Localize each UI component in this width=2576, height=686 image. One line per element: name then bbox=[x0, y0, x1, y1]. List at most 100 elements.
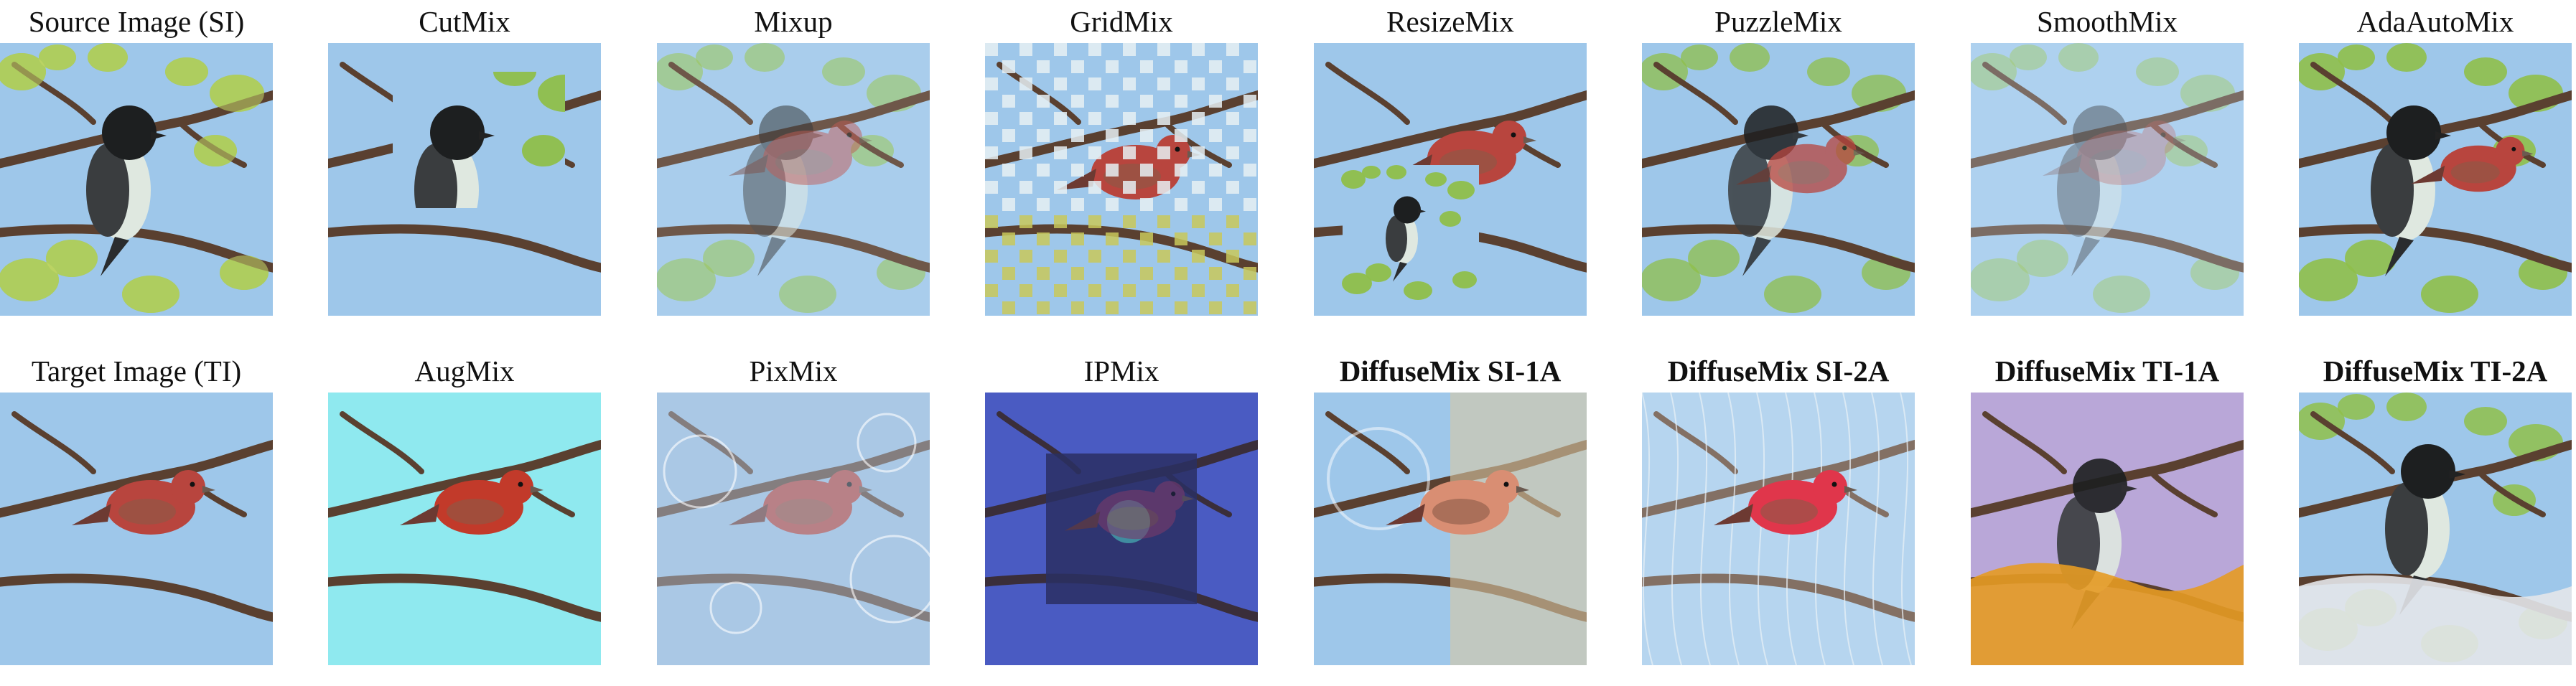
branch-shape bbox=[11, 411, 96, 474]
branch-shape bbox=[328, 573, 601, 622]
figure-cell-diffuse-ti1a: DiffuseMix TI-1A bbox=[1971, 349, 2244, 686]
red-finch-shape bbox=[2411, 136, 2534, 192]
thumbnail-image bbox=[657, 43, 930, 316]
figure-thumbnail-ipmix bbox=[985, 393, 1258, 665]
leaf-shape bbox=[122, 276, 179, 313]
leaf-shape bbox=[657, 258, 716, 301]
branch-shape bbox=[1971, 90, 2244, 169]
leaf-shape bbox=[2386, 43, 2427, 72]
thumbnail-image bbox=[985, 393, 1258, 665]
leaf-shape bbox=[522, 135, 565, 166]
leaf-shape bbox=[1688, 240, 1740, 277]
figure-caption: AdaAutoMix bbox=[2356, 5, 2514, 38]
figure-thumbnail-diffuse-ti2a bbox=[2299, 393, 2572, 665]
branch-shape bbox=[0, 573, 273, 622]
thumbnail-image bbox=[1314, 43, 1587, 316]
figure-caption: DiffuseMix TI-1A bbox=[1994, 354, 2220, 387]
branch-shape bbox=[1971, 224, 2244, 273]
fractal-ring-shape bbox=[849, 535, 930, 624]
leaf-shape bbox=[1366, 263, 1391, 282]
figure-thumbnail-pixmix bbox=[657, 393, 930, 665]
leaf-shape bbox=[46, 240, 98, 277]
figure-thumbnail-diffuse-si1a bbox=[1314, 393, 1587, 665]
figure-cell-smoothmix: SmoothMix bbox=[1971, 0, 2244, 337]
branch-shape bbox=[1642, 224, 1915, 273]
figure-cell-augmix: AugMix bbox=[328, 349, 601, 686]
figure-caption: ResizeMix bbox=[1386, 5, 1514, 38]
branch-shape bbox=[657, 224, 930, 273]
figure-caption: CutMix bbox=[419, 5, 510, 38]
fractal-ring-shape bbox=[709, 581, 762, 634]
leaf-shape bbox=[220, 255, 269, 290]
leaf-shape bbox=[1386, 165, 1406, 179]
figure-cell-resizemix: ResizeMix bbox=[1314, 0, 1587, 337]
branch-shape bbox=[1642, 573, 1915, 622]
black-bird-shape bbox=[1728, 105, 1809, 276]
leaf-shape bbox=[538, 75, 565, 112]
branch-shape bbox=[328, 224, 601, 273]
branch-shape bbox=[1325, 62, 1410, 125]
thumbnail-image bbox=[1971, 393, 2244, 665]
leaf-shape bbox=[0, 258, 59, 301]
branch-shape bbox=[668, 62, 753, 125]
figure-cell-adaautomix: AdaAutoMix bbox=[2299, 0, 2572, 337]
leaf-shape bbox=[1447, 181, 1475, 199]
leaf-shape bbox=[1439, 211, 1461, 227]
figure-caption: DiffuseMix SI-1A bbox=[1339, 354, 1562, 387]
figure-cell-diffuse-si2a: DiffuseMix SI-2A bbox=[1642, 349, 1915, 686]
black-bird-shape bbox=[2057, 105, 2137, 276]
figure-caption: PuzzleMix bbox=[1714, 5, 1842, 38]
leaf-shape bbox=[210, 75, 264, 112]
thumbnail-image bbox=[657, 393, 930, 665]
figure-caption: AugMix bbox=[414, 354, 515, 387]
figure-thumbnail-mixup bbox=[657, 43, 930, 316]
thumbnail-image bbox=[2299, 43, 2572, 316]
leaf-shape bbox=[703, 240, 755, 277]
white-bloom-shape bbox=[2299, 575, 2572, 665]
branch-shape bbox=[2299, 224, 2572, 273]
figure-cell-cutmix: CutMix bbox=[328, 0, 601, 337]
red-finch-shape bbox=[1714, 470, 1857, 535]
red-finch-shape bbox=[729, 470, 872, 535]
figure-caption: IPMix bbox=[1083, 354, 1159, 387]
fractal-ring-shape bbox=[663, 434, 737, 509]
branch-shape bbox=[657, 90, 930, 169]
branch-shape bbox=[2310, 62, 2395, 125]
branch-shape bbox=[1642, 439, 1915, 518]
figure-thumbnail-smoothmix bbox=[1971, 43, 2244, 316]
figure-thumbnail-diffuse-si2a bbox=[1642, 393, 1915, 665]
figure-cell-diffuse-ti2a: DiffuseMix TI-2A bbox=[2299, 349, 2572, 686]
branch-shape bbox=[1982, 62, 2067, 125]
leaf-shape bbox=[165, 57, 208, 86]
leaf-shape bbox=[194, 135, 237, 166]
grid-mask bbox=[985, 43, 1256, 314]
fractal-ring-shape bbox=[857, 413, 917, 473]
figure-thumbnail-adaautomix bbox=[2299, 43, 2572, 316]
figure-caption: DiffuseMix TI-2A bbox=[2323, 354, 2548, 387]
figure-caption: Target Image (TI) bbox=[31, 354, 242, 387]
figure-thumbnail-augmix bbox=[328, 393, 601, 665]
thumbnail-image bbox=[2299, 393, 2572, 665]
thumbnail-image bbox=[1642, 393, 1915, 665]
leaf-shape bbox=[1642, 258, 1701, 301]
black-bird-shape bbox=[414, 105, 495, 208]
leaf-shape bbox=[1971, 258, 2030, 301]
branch-shape bbox=[1982, 411, 2067, 474]
leaf-shape bbox=[822, 57, 865, 86]
leaf-shape bbox=[0, 53, 46, 90]
leaf-shape bbox=[745, 43, 785, 72]
thumbnail-image bbox=[328, 43, 601, 316]
figure-cell-target: Target Image (TI) bbox=[0, 349, 273, 686]
red-finch-shape bbox=[1736, 135, 1865, 194]
branch-shape bbox=[1642, 90, 1915, 169]
figure-thumbnail-cutmix bbox=[328, 43, 601, 316]
figure-cell-pixmix: PixMix bbox=[657, 349, 930, 686]
branch-shape bbox=[2299, 90, 2572, 169]
figure-thumbnail-target bbox=[0, 393, 273, 665]
figure-thumbnail-resizemix bbox=[1314, 43, 1587, 316]
leaf-shape bbox=[1362, 166, 1381, 179]
branch-shape bbox=[657, 573, 930, 622]
leaf-shape bbox=[2345, 240, 2397, 277]
thumbnail-image bbox=[328, 393, 601, 665]
